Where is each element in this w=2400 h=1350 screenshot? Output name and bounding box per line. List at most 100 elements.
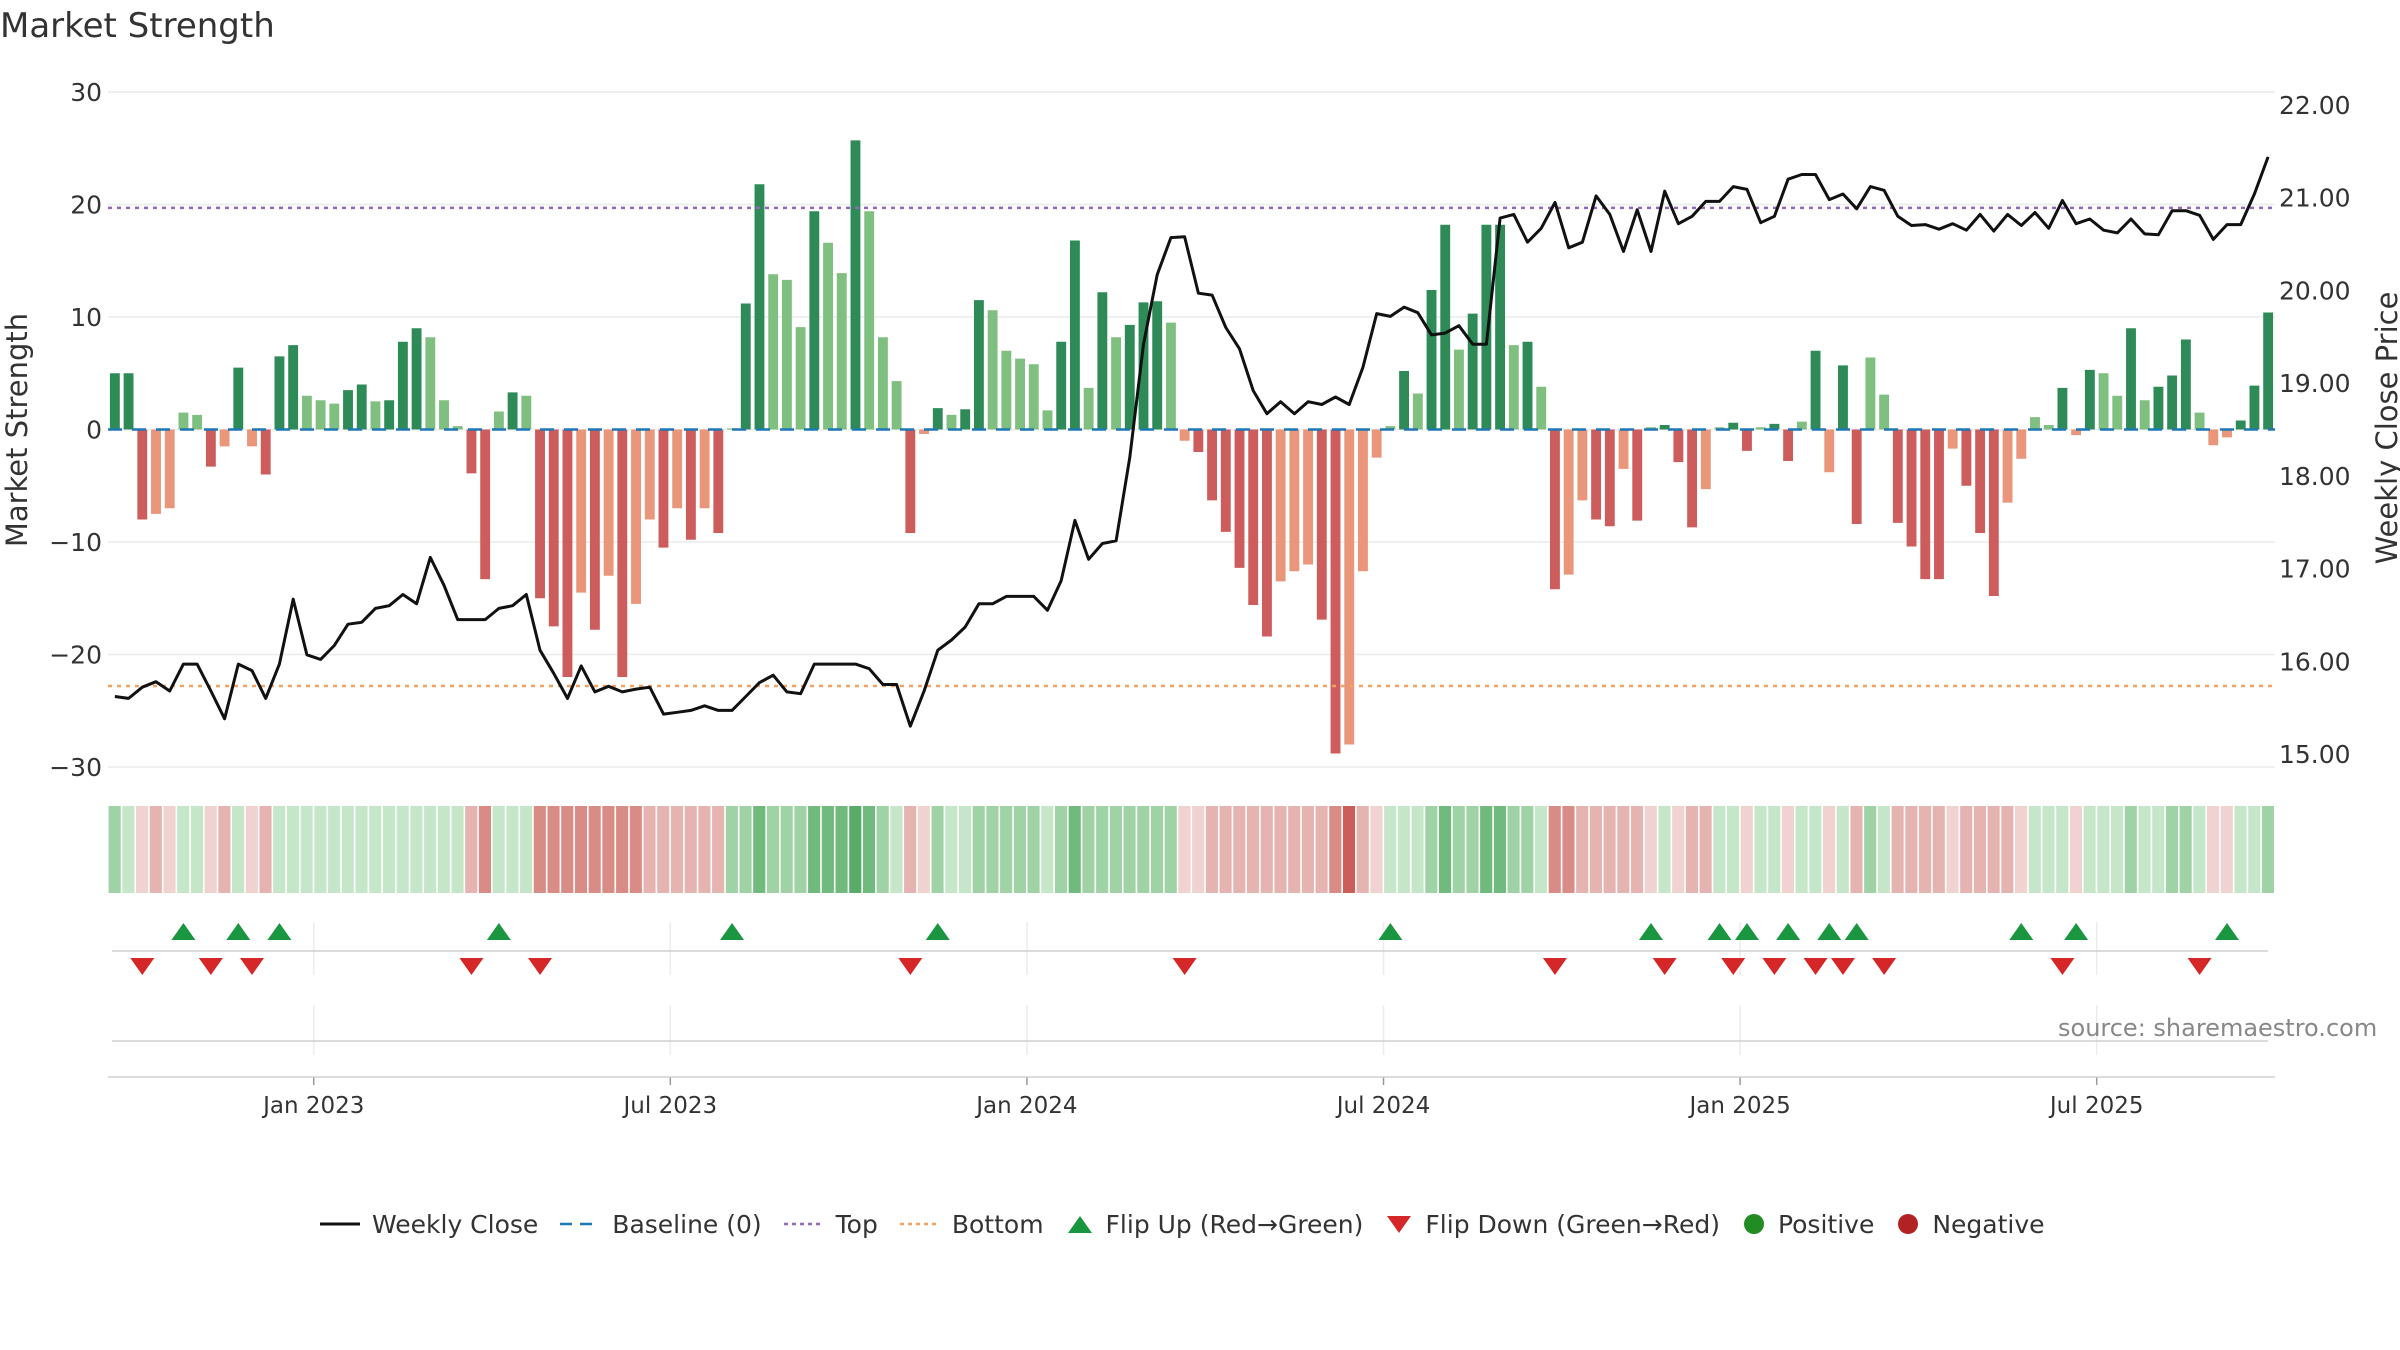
strength-bar [809, 211, 820, 430]
strength-bar [452, 426, 463, 430]
regime-band-cell [1233, 806, 1246, 893]
regime-band-cell [794, 806, 807, 893]
regime-band-cell [1109, 806, 1122, 893]
regime-band-cell [1864, 806, 1877, 893]
regime-band-cell [1013, 806, 1026, 893]
strength-bar [1618, 429, 1629, 469]
strength-bar [1988, 429, 1999, 596]
strength-bar [260, 429, 271, 475]
legend-swatch-dash-icon [560, 1222, 601, 1226]
regime-band-cell [1699, 806, 1712, 893]
regime-band-cell [1027, 806, 1040, 893]
flip-up-marker [1638, 923, 1663, 940]
regime-band-cell [849, 806, 862, 893]
flip-up-marker [1844, 923, 1869, 940]
strength-bar [1947, 429, 1958, 449]
flip-up-marker [2214, 923, 2239, 940]
regime-band-cell [657, 806, 670, 893]
regime-band-cell [958, 806, 972, 893]
regime-band-cell [917, 806, 930, 893]
strength-bar [1193, 429, 1204, 452]
regime-band-cell [273, 806, 286, 893]
flip-up-marker [1734, 923, 1759, 940]
flip-up-marker [925, 923, 950, 940]
regime-band-cell [1548, 806, 1561, 893]
regime-band-cell [2248, 806, 2261, 893]
y-axis-title: Market Strength [0, 313, 34, 547]
strength-bar [781, 279, 792, 430]
strength-bar [1275, 429, 1286, 582]
strength-bar [685, 429, 696, 540]
strength-bar [1179, 429, 1190, 441]
strength-bar [905, 429, 916, 533]
strength-bar [1152, 301, 1163, 430]
flip-up-marker [1707, 923, 1732, 940]
regime-band-cell [698, 806, 711, 893]
strength-bar [1742, 429, 1752, 451]
strength-bar [178, 412, 189, 430]
strength-bar [493, 411, 504, 430]
regime-band-cell [1274, 806, 1287, 893]
regime-band-cell [1192, 806, 1205, 893]
regime-band-cell [1617, 806, 1630, 893]
strength-bar [1454, 349, 1464, 430]
regime-band-cell [1740, 806, 1753, 893]
regime-band-cell [2165, 806, 2178, 893]
strength-bar [1138, 302, 1149, 430]
regime-band-cell [588, 806, 601, 893]
flip-up-marker [267, 923, 292, 940]
strength-bar [548, 429, 559, 627]
regime-band-cell [1123, 806, 1136, 893]
regime-band-cell [1315, 806, 1328, 893]
y-tick-label: 20 [70, 191, 102, 220]
strength-bar [562, 429, 573, 677]
regime-band-cell [629, 806, 642, 893]
strength-bar [274, 356, 285, 430]
regime-band-strip [108, 806, 2274, 893]
strength-bar [836, 273, 847, 430]
regime-band-cell [1342, 806, 1356, 893]
strength-bar [2194, 412, 2205, 430]
regime-band-cell [1452, 806, 1465, 893]
strength-bar [356, 384, 367, 430]
regime-band-cell [465, 806, 478, 893]
y-tick-label: 0 [86, 416, 102, 445]
strength-bar [1906, 429, 1917, 547]
legend-item: Negative [1896, 1210, 2045, 1239]
y2-tick-label: 15.00 [2279, 740, 2351, 769]
regime-band-cell [2124, 806, 2137, 893]
regime-band-cell [684, 806, 697, 893]
regime-band-cell [890, 806, 903, 893]
flip-up-marker [2009, 923, 2034, 940]
strength-bar [1577, 429, 1588, 501]
flip-down-marker [1762, 958, 1787, 975]
strength-bar [864, 211, 875, 430]
regime-band-cell [1726, 806, 1740, 893]
strength-bar [2002, 429, 2013, 503]
flip-down-marker [2050, 958, 2075, 975]
flip-down-marker [1721, 958, 1746, 975]
y-tick-label: −20 [49, 641, 102, 670]
regime-band-cell [108, 806, 121, 893]
flip-up-marker [1776, 923, 1801, 940]
strength-bar [877, 337, 888, 430]
regime-band-cell [1425, 806, 1438, 893]
regime-band-cell [821, 806, 834, 893]
y-tick-label: −10 [49, 528, 102, 557]
strength-bar [315, 400, 326, 430]
regime-band-cell [739, 806, 752, 893]
strength-bar [480, 429, 491, 580]
weekly-close-layer [114, 156, 2270, 728]
regime-band-cell [451, 806, 464, 893]
strength-bar [123, 373, 134, 430]
strength-bar [1467, 313, 1478, 430]
strength-bar [1550, 429, 1560, 590]
regime-band-cell [725, 806, 738, 893]
regime-band-cell [1809, 806, 1822, 893]
chart-title: Market Strength [0, 6, 275, 46]
strength-bar [1810, 350, 1821, 430]
regime-band-cell [2001, 806, 2014, 893]
strength-bar [2030, 417, 2040, 430]
y2-tick-label: 21.00 [2279, 184, 2351, 213]
